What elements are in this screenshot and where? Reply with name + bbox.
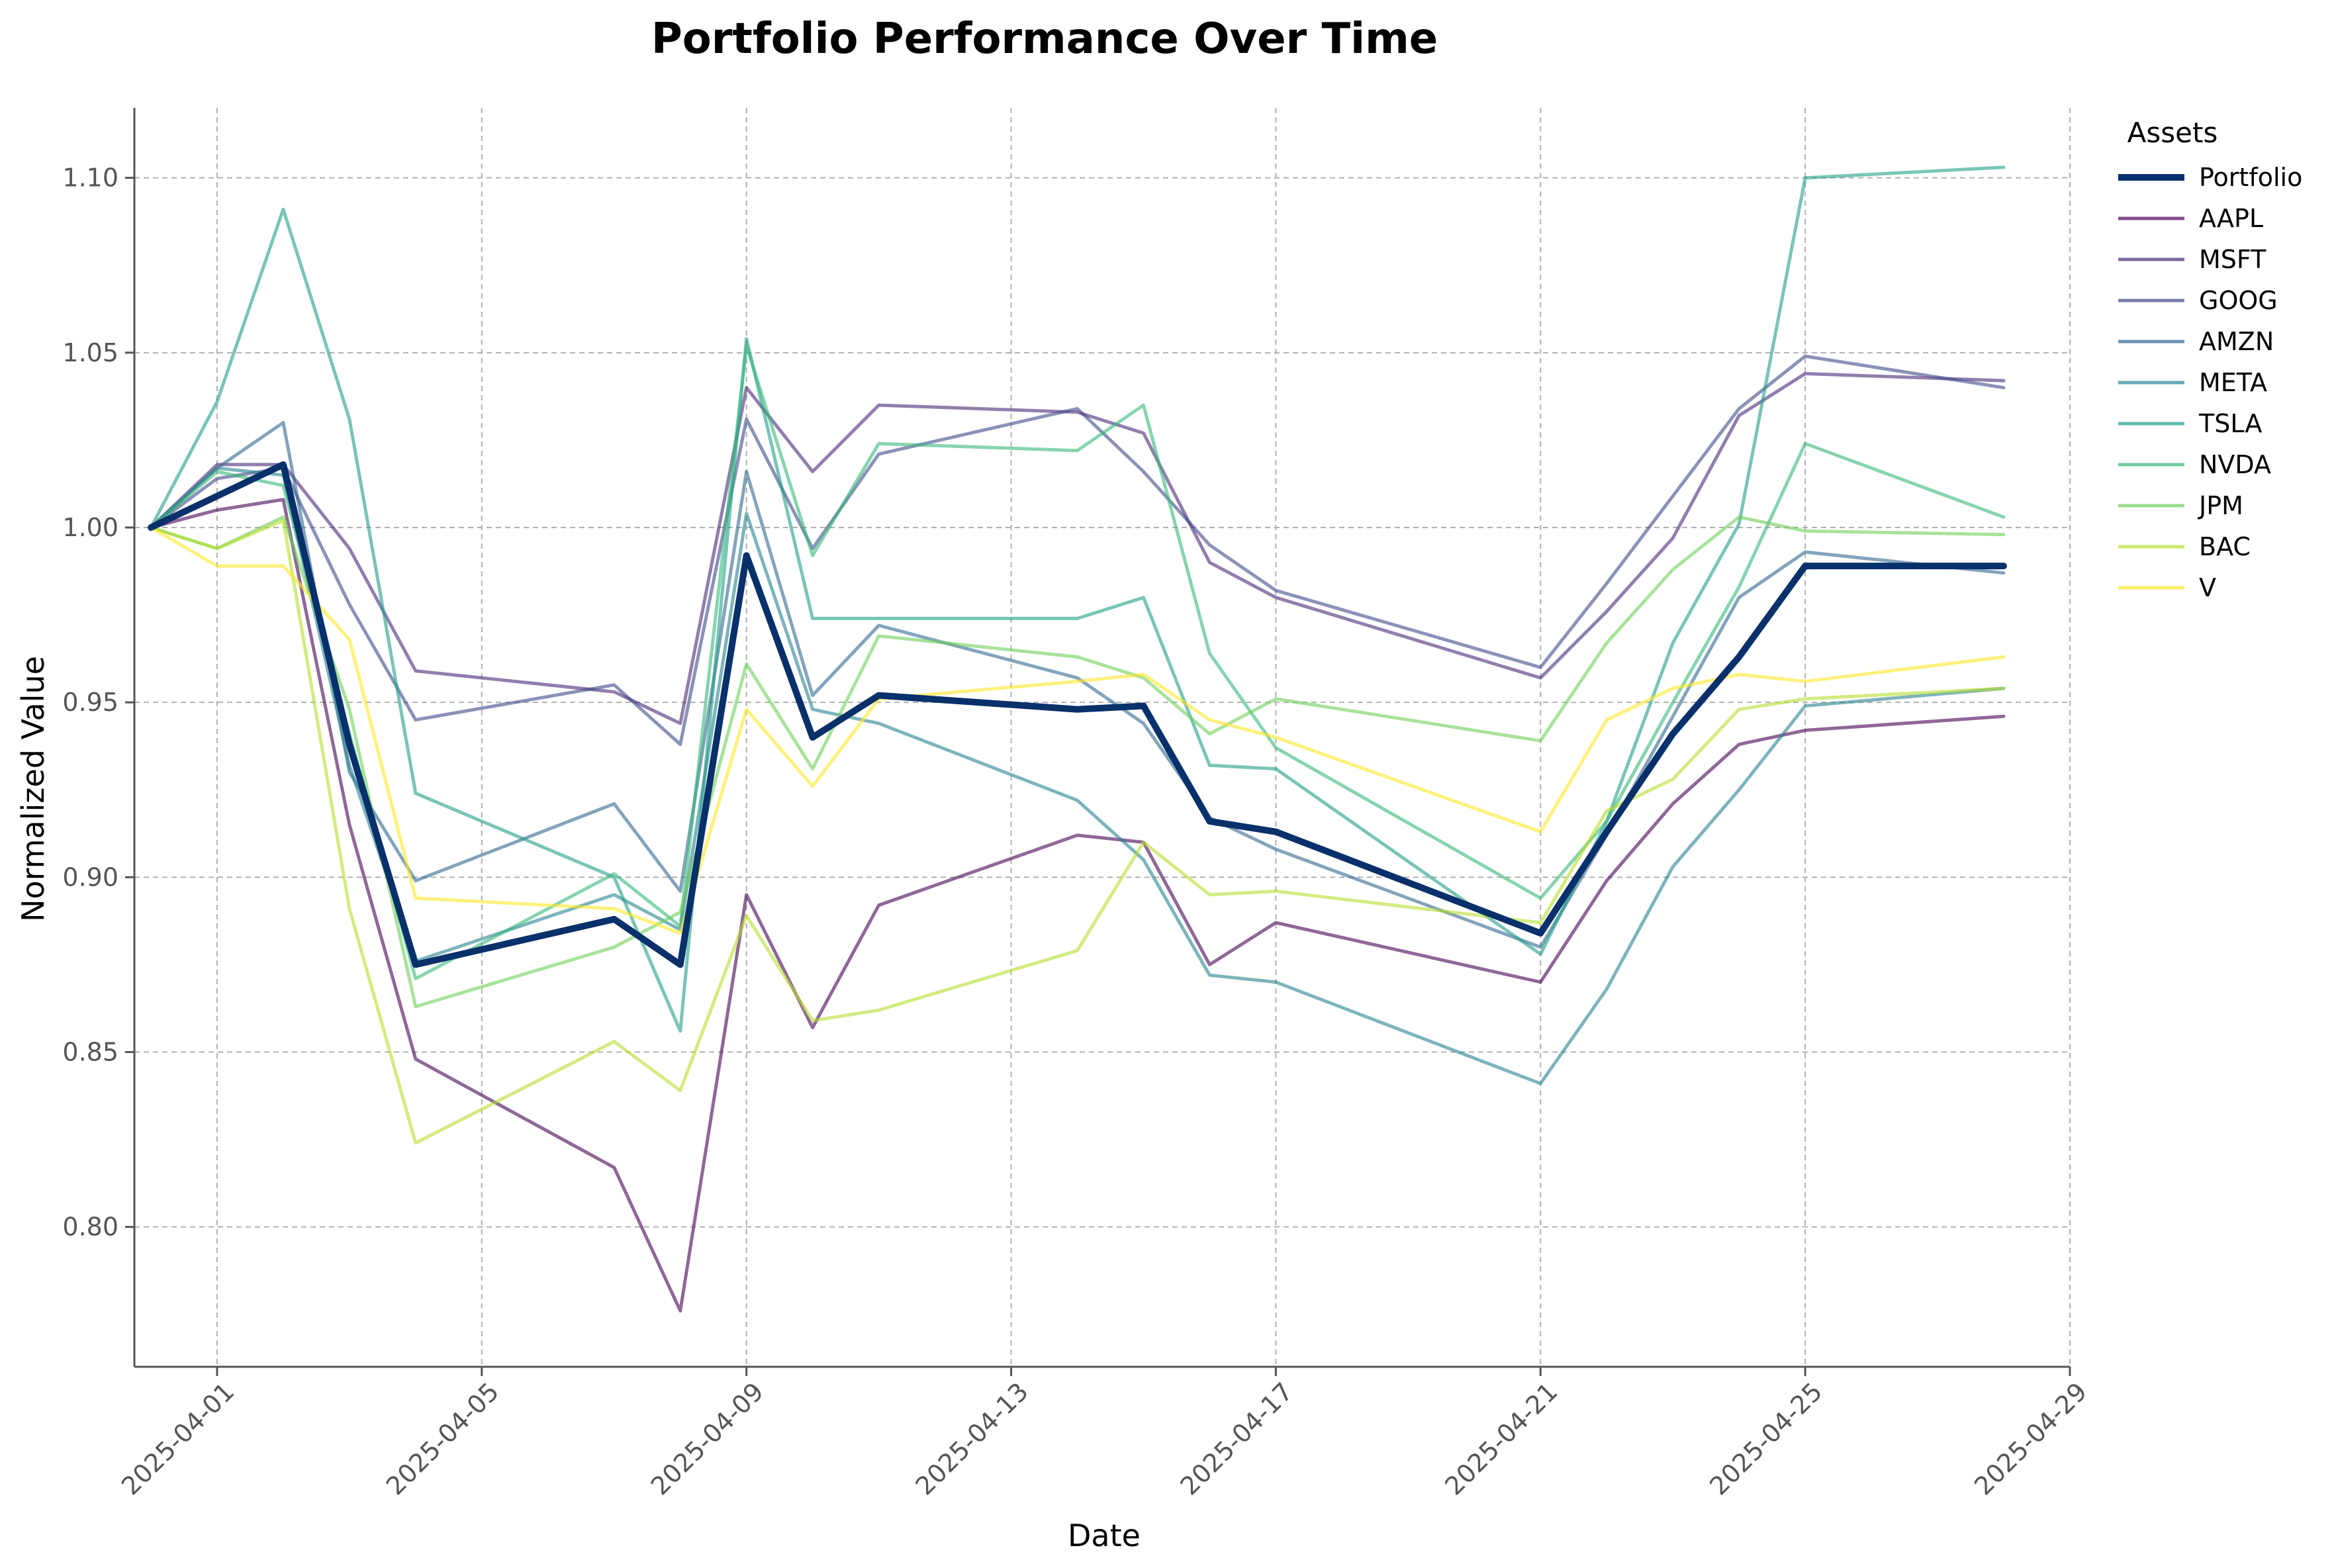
- legend-label-bac: BAC: [2199, 532, 2251, 561]
- legend: Assets Portfolio AAPL MSFT GOOG AMZN META TSLA…: [2118, 116, 2302, 602]
- y-tick-label: 0.85: [62, 1038, 118, 1067]
- legend-label-goog: GOOG: [2199, 286, 2278, 315]
- legend-label-nvda: NVDA: [2199, 450, 2271, 479]
- x-axis-ticks: 2025-04-01 2025-04-05 2025-04-09 2025-04-13…: [116, 1367, 2092, 1501]
- legend-label-tsla: TSLA: [2198, 409, 2262, 438]
- series-lines: [148, 165, 2007, 1313]
- series-line-goog: [149, 354, 2006, 747]
- x-tick-label: 2025-04-25: [1704, 1377, 1828, 1500]
- series-line-tsla: [149, 165, 2006, 1033]
- y-axis-ticks: 0.80 0.85 0.90 0.95 1.00 1.05 1.10: [62, 163, 134, 1242]
- x-tick-label: 2025-04-21: [1439, 1377, 1563, 1500]
- series-line-amzn: [149, 421, 2006, 949]
- y-tick-label: 1.10: [62, 163, 118, 193]
- y-axis-label: Normalized Value: [15, 656, 51, 922]
- series-line-v: [149, 526, 2006, 935]
- x-axis-label: Date: [1068, 1518, 1141, 1553]
- series-line-portfolio: [148, 461, 2007, 968]
- chart-title: Portfolio Performance Over Time: [651, 15, 1438, 64]
- legend-label-meta: META: [2199, 368, 2267, 397]
- axes: [133, 108, 2070, 1368]
- x-tick-label: 2025-04-05: [381, 1377, 504, 1500]
- legend-label-v: V: [2199, 573, 2216, 602]
- y-tick-label: 0.80: [62, 1213, 118, 1242]
- legend-label-aapl: AAPL: [2199, 204, 2263, 233]
- legend-label-portfolio: Portfolio: [2199, 163, 2302, 192]
- x-tick-label: 2025-04-17: [1175, 1377, 1299, 1500]
- y-tick-label: 0.90: [62, 862, 118, 892]
- y-tick-label: 1.05: [62, 338, 118, 367]
- x-tick-label: 2025-04-13: [910, 1377, 1034, 1500]
- series-line-meta: [149, 466, 2006, 1085]
- series-line-bac: [149, 518, 2006, 1145]
- y-tick-label: 0.95: [62, 688, 118, 717]
- x-tick-label: 2025-04-29: [1969, 1377, 2092, 1500]
- legend-label-jpm: JPM: [2198, 491, 2243, 520]
- grid: [134, 108, 2071, 1367]
- legend-title: Assets: [2127, 116, 2218, 149]
- x-tick-label: 2025-04-01: [116, 1377, 240, 1500]
- series-line-msft: [149, 372, 2006, 725]
- y-tick-label: 1.00: [62, 513, 118, 542]
- x-tick-label: 2025-04-09: [645, 1377, 769, 1500]
- series-line-jpm: [149, 515, 2006, 1009]
- legend-label-amzn: AMZN: [2199, 327, 2274, 356]
- legend-label-msft: MSFT: [2199, 245, 2266, 274]
- series-line-aapl: [149, 498, 2006, 1313]
